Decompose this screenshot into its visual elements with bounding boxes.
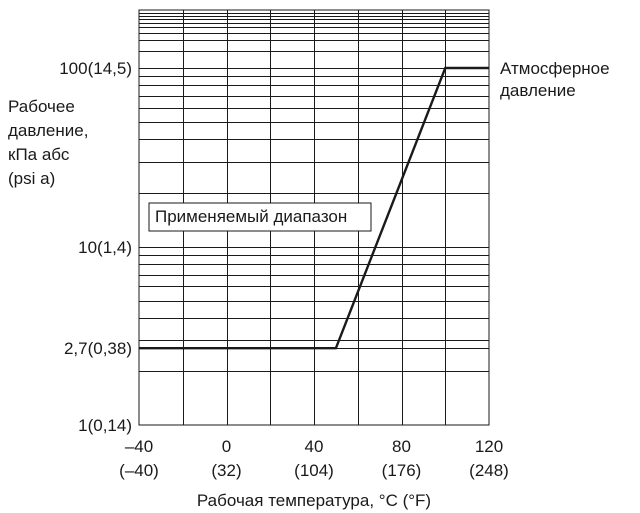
applicable-range-box: Применяемый диапазон bbox=[148, 202, 372, 232]
grid bbox=[139, 10, 489, 425]
x-axis-label: Рабочая температура, °C (°F) bbox=[197, 491, 431, 510]
y-tick-labels: 1(0,14) 2,7(0,38) 10(1,4) 100(14,5) bbox=[59, 59, 132, 435]
y-axis-label: Рабочее давление, кПа абс (psi a) bbox=[8, 97, 88, 188]
y-axis-label-line: (psi a) bbox=[8, 169, 55, 188]
x-tick-sublabel: (32) bbox=[211, 461, 241, 480]
x-tick-sublabel: (176) bbox=[382, 461, 422, 480]
y-axis-label-line: Рабочее bbox=[8, 97, 75, 116]
atmospheric-pressure-label-line: давление bbox=[500, 81, 576, 100]
x-tick-label: 40 bbox=[305, 437, 324, 456]
y-axis-label-line: давление, bbox=[8, 121, 88, 140]
x-tick-sublabel: (248) bbox=[469, 461, 509, 480]
series-layer bbox=[139, 66, 489, 350]
x-tick-labels: –40 (–40) 0 (32) 40 (104) 80 (176) 120 (248) bbox=[119, 437, 509, 480]
applicable-range-frame bbox=[148, 202, 372, 232]
atmospheric-pressure-label: Атмосферное давление bbox=[500, 59, 610, 100]
x-tick-sublabel: (104) bbox=[294, 461, 334, 480]
x-tick-label: 120 bbox=[475, 437, 503, 456]
plot-frame bbox=[138, 9, 490, 426]
x-tick-label: 80 bbox=[392, 437, 411, 456]
x-tick-label: –40 bbox=[125, 437, 153, 456]
y-tick-label: 100(14,5) bbox=[59, 59, 132, 78]
applicable-range-label: Применяемый диапазон bbox=[155, 207, 347, 226]
atmospheric-pressure-label-line: Атмосферное bbox=[500, 59, 610, 78]
y-tick-label: 2,7(0,38) bbox=[64, 339, 132, 358]
y-axis-label-line: кПа абс bbox=[8, 145, 70, 164]
y-tick-label: 1(0,14) bbox=[78, 416, 132, 435]
x-tick-sublabel: (–40) bbox=[119, 461, 159, 480]
series-line bbox=[139, 66, 489, 350]
y-tick-label: 10(1,4) bbox=[78, 238, 132, 257]
x-tick-label: 0 bbox=[222, 437, 231, 456]
